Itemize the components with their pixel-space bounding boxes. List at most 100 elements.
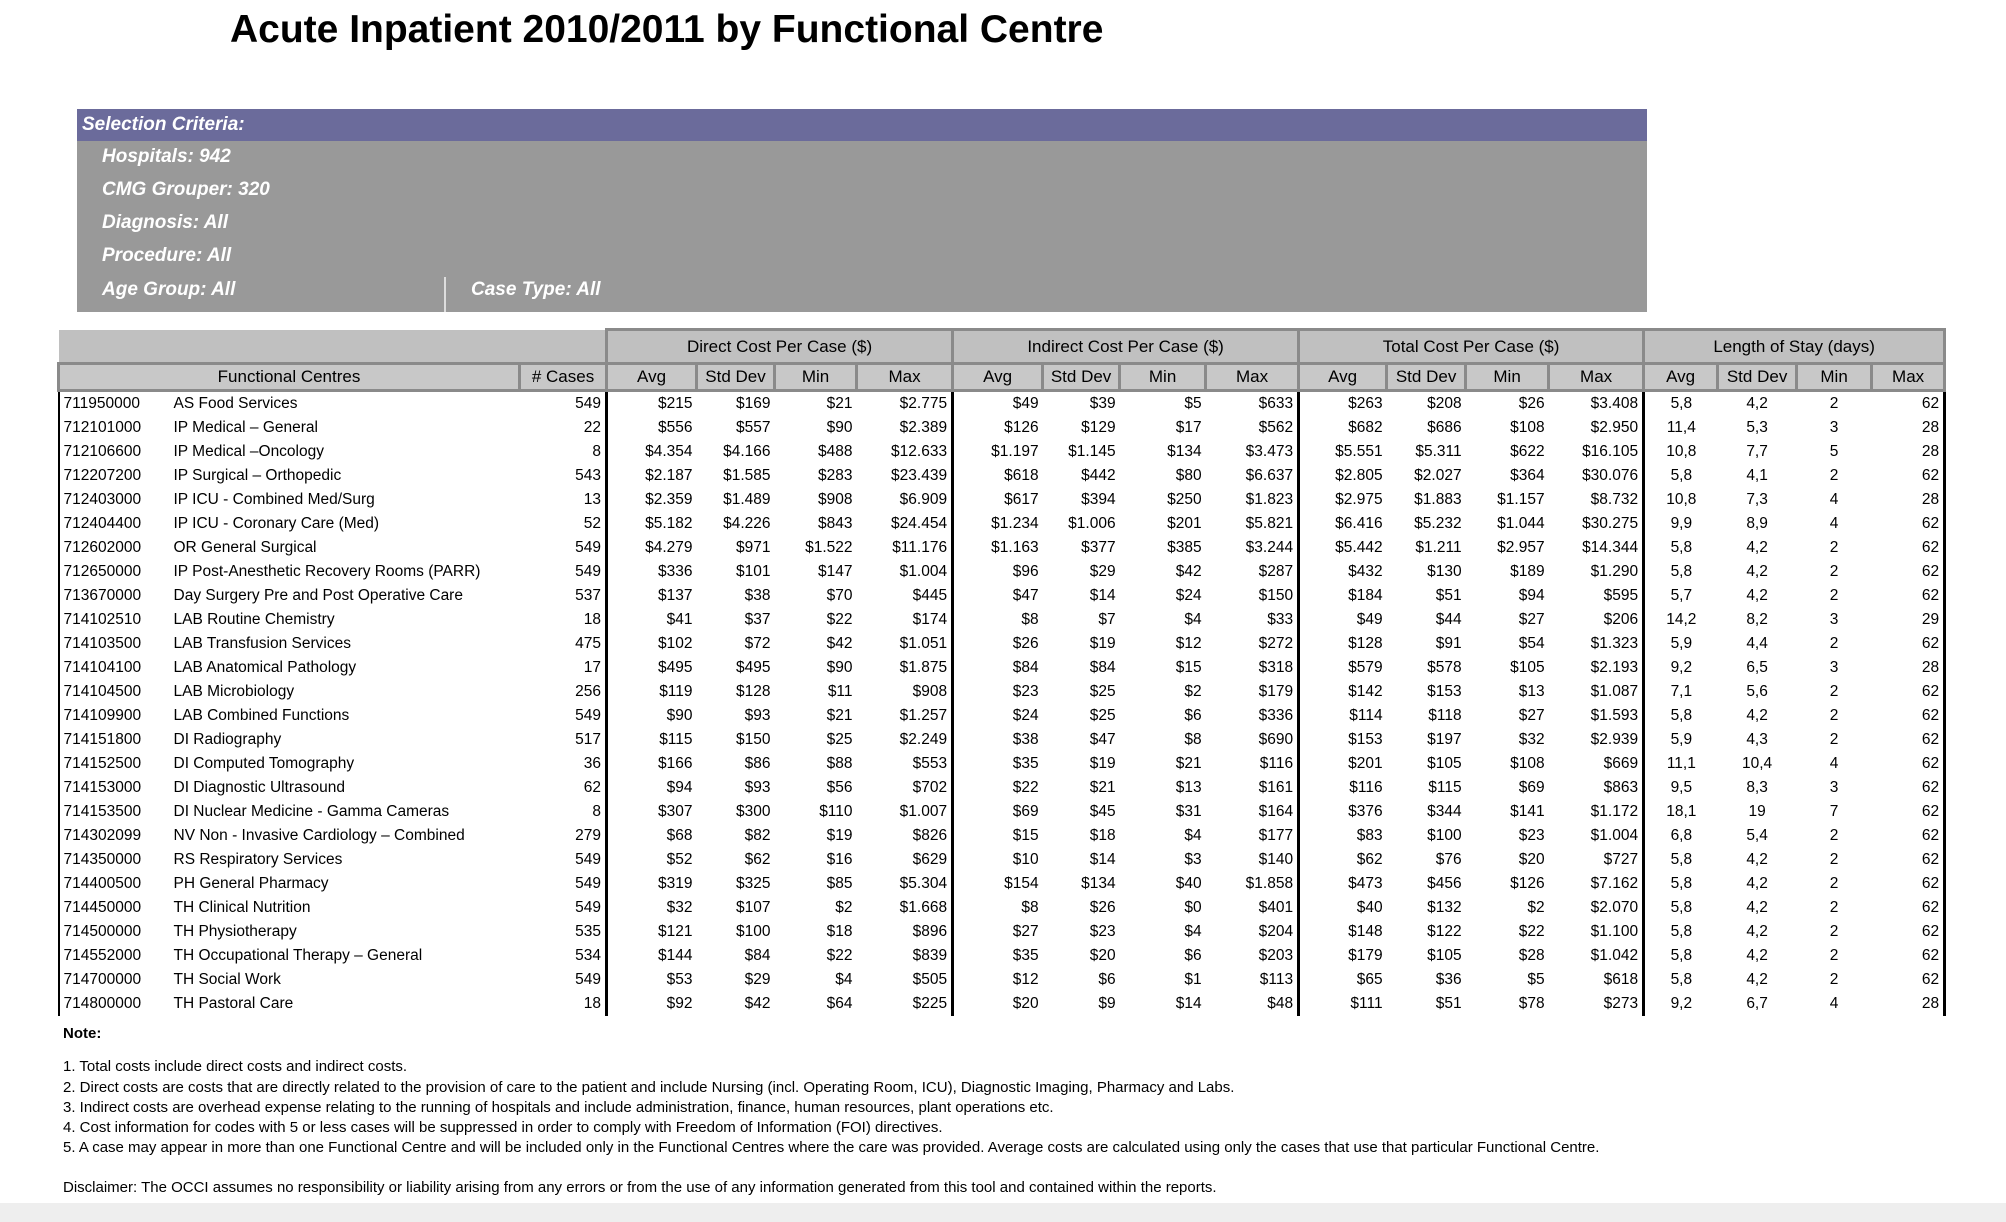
value-cell: $147 <box>818 563 853 580</box>
value-cell: $164 <box>1205 800 1301 824</box>
note-heading: Note: <box>63 1025 102 1042</box>
value-cell: $826 <box>856 824 955 848</box>
value-cell: $25 <box>1089 707 1116 724</box>
value-cell: $69 <box>1518 779 1545 796</box>
value-cell: $39 <box>1089 395 1116 412</box>
value-cell: $2.193 <box>1548 656 1646 680</box>
value-cell: 535 <box>519 920 609 944</box>
value-cell: 4,2 <box>1746 587 1768 604</box>
value-cell: $488 <box>818 443 853 460</box>
value-cell: $108 <box>1510 419 1545 436</box>
value-cell: $1.323 <box>1548 632 1646 656</box>
value-cell: $20 <box>1518 851 1545 868</box>
value-cell: 29 <box>1871 608 1947 632</box>
value-cell: 517 <box>519 728 609 752</box>
value-cell: 28 <box>1871 488 1947 512</box>
name-cell: IP Surgical – Orthopedic <box>173 467 342 484</box>
value-cell: $3.408 <box>1548 390 1646 416</box>
value-cell: 4,2 <box>1746 971 1768 988</box>
value-cell: $442 <box>1081 467 1116 484</box>
value-cell: 22 <box>519 416 609 440</box>
note-item: 5. A case may appear in more than one Fu… <box>63 1139 1600 1156</box>
value-cell: $141 <box>1510 803 1545 820</box>
value-cell: $47 <box>1089 731 1116 748</box>
value-cell: $1.883 <box>1414 491 1462 508</box>
value-cell: $2.950 <box>1548 416 1646 440</box>
value-cell: $38 <box>1012 731 1039 748</box>
value-cell: 62 <box>1871 800 1947 824</box>
value-cell: 5,8 <box>1670 539 1693 556</box>
value-cell: $206 <box>1548 608 1646 632</box>
value-cell: $250 <box>1167 491 1202 508</box>
table-row: 714152500 DI Computed Tomography 36 $166 $86… <box>57 752 1947 776</box>
criteria-header: Selection Criteria: <box>77 109 1647 141</box>
value-cell: $5 <box>1527 971 1545 988</box>
value-cell: $2.957 <box>1497 539 1545 556</box>
value-cell: $129 <box>1081 419 1116 436</box>
value-cell: $6.416 <box>1335 515 1383 532</box>
value-cell: $22 <box>1012 779 1039 796</box>
value-cell: $93 <box>744 779 771 796</box>
table-row: 714552000 TH Occupational Therapy – Gener… <box>57 944 1947 968</box>
value-cell: $629 <box>856 848 955 872</box>
value-cell: $15 <box>1175 659 1202 676</box>
code-cell: 712207200 <box>57 464 170 488</box>
code-cell: 714400500 <box>57 872 170 896</box>
value-cell: 8,9 <box>1746 515 1768 532</box>
value-cell: $30.076 <box>1548 464 1646 488</box>
value-cell: 4,4 <box>1746 635 1768 652</box>
value-cell: $113 <box>1205 968 1301 992</box>
value-cell: $595 <box>1548 584 1646 608</box>
value-cell: $344 <box>1427 803 1462 820</box>
value-cell: $119 <box>659 683 693 700</box>
column-header: Max <box>855 362 955 392</box>
value-cell: $4.279 <box>645 539 693 556</box>
value-cell: $49 <box>1012 395 1039 412</box>
value-cell: 543 <box>519 464 609 488</box>
value-cell: 62 <box>1871 512 1947 536</box>
value-cell: $1.585 <box>723 467 771 484</box>
value-cell: $134 <box>1081 875 1116 892</box>
table-row: 714104100 LAB Anatomical Pathology 17 $495 $… <box>57 656 1947 680</box>
value-cell: $174 <box>856 608 955 632</box>
selection-criteria: Selection Criteria: Hospitals: 942 CMG G… <box>77 109 1647 312</box>
value-cell: $26 <box>1089 899 1116 916</box>
value-cell: $364 <box>1510 467 1545 484</box>
value-cell: 5,8 <box>1670 899 1693 916</box>
value-cell: $2.939 <box>1548 728 1646 752</box>
value-cell: 7,7 <box>1746 443 1768 460</box>
value-cell: $110 <box>819 803 853 820</box>
value-cell: $38 <box>744 587 771 604</box>
table-row: 714102510 LAB Routine Chemistry 18 $41 $37 $2… <box>57 608 1947 632</box>
value-cell: 549 <box>519 968 609 992</box>
value-cell: 4,2 <box>1746 563 1768 580</box>
value-cell: 4 <box>1829 995 1839 1012</box>
table-row: 714153500 DI Nuclear Medicine - Gamma Cam… <box>57 800 1947 824</box>
group-header: Indirect Cost Per Case ($) <box>951 328 1301 365</box>
value-cell: 6,7 <box>1746 995 1768 1012</box>
value-cell: $2.359 <box>645 491 693 508</box>
name-cell: RS Respiratory Services <box>173 851 343 868</box>
value-cell: $2.187 <box>645 467 693 484</box>
disclaimer: Disclaimer: The OCCI assumes no responsi… <box>63 1179 1217 1196</box>
note-item: 4. Cost information for codes with 5 or … <box>63 1119 943 1136</box>
code-cell: 712403000 <box>57 488 170 512</box>
value-cell: $72 <box>744 635 771 652</box>
value-cell: $53 <box>666 971 693 988</box>
value-cell: $14 <box>1089 851 1116 868</box>
group-header: Length of Stay (days) <box>1642 328 1947 365</box>
value-cell: $432 <box>1348 563 1383 580</box>
value-cell: 9,9 <box>1670 515 1693 532</box>
column-header: Std Dev <box>1385 362 1468 392</box>
value-cell: 28 <box>1871 440 1947 464</box>
value-cell: $377 <box>1081 539 1116 556</box>
value-cell: $102 <box>658 635 693 652</box>
value-cell: $101 <box>736 563 771 580</box>
value-cell: $4 <box>1184 827 1202 844</box>
value-cell: 3 <box>1829 419 1839 436</box>
value-cell: 2 <box>1829 971 1839 988</box>
value-cell: $385 <box>1167 539 1202 556</box>
value-cell: $13 <box>1518 683 1545 700</box>
value-cell: $49 <box>1356 611 1383 628</box>
value-cell: $80 <box>1175 467 1202 484</box>
